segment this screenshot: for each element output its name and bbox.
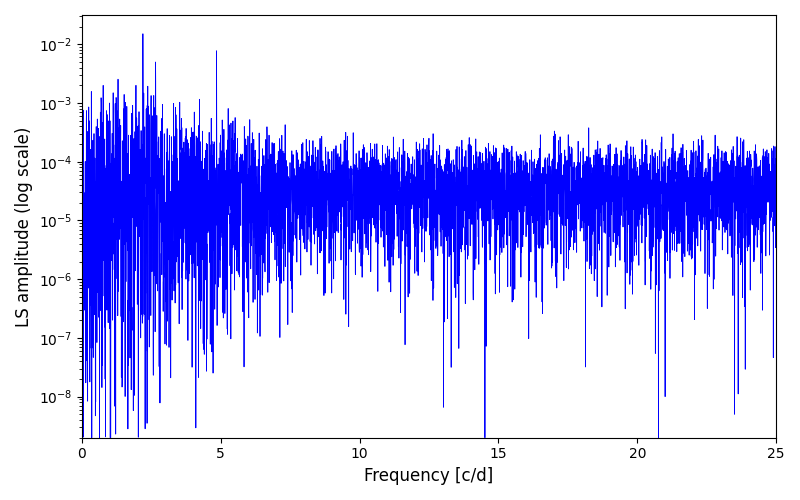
Y-axis label: LS amplitude (log scale): LS amplitude (log scale) bbox=[15, 126, 33, 326]
X-axis label: Frequency [c/d]: Frequency [c/d] bbox=[364, 467, 494, 485]
